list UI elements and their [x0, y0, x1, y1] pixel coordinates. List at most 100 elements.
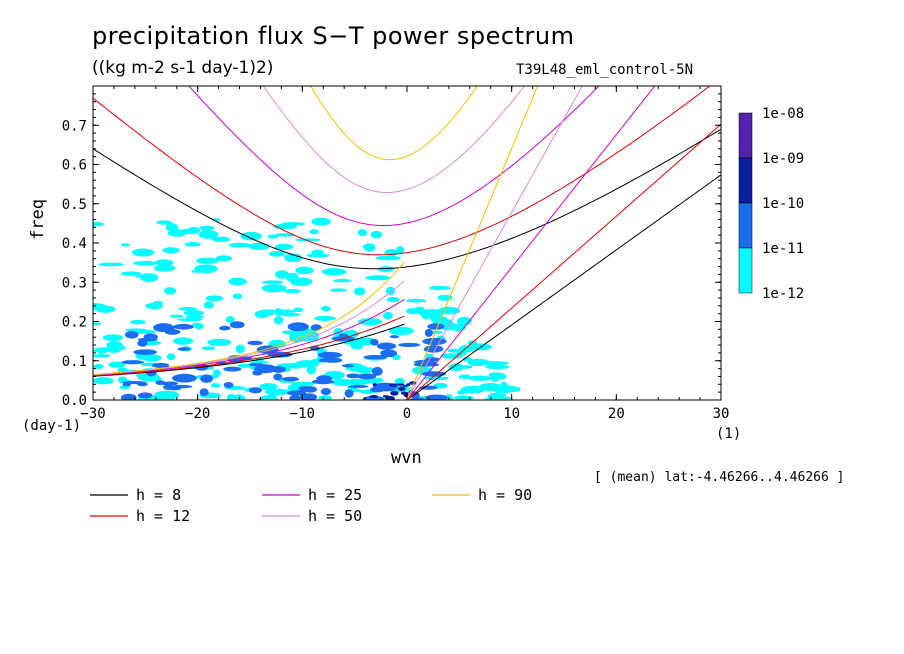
spectrum-blob: [200, 374, 213, 383]
spectrum-blob: [93, 354, 111, 358]
y-tick-label: 0.1: [62, 354, 87, 370]
spectrum-blob: [454, 395, 475, 400]
legend-entry: h = 12: [136, 507, 190, 525]
spectrum-blob: [299, 393, 318, 400]
x-tick-label: 0: [403, 406, 411, 422]
y-tick-label: 0.5: [62, 197, 87, 213]
spectrum-blob: [203, 301, 214, 309]
spectrum-blob: [311, 217, 331, 226]
spectrum-blob: [130, 319, 146, 325]
spectrum-blob: [219, 325, 231, 331]
spectrum-blob: [346, 373, 361, 379]
spectrum-blob: [495, 389, 506, 394]
spectrum-blob: [108, 361, 126, 368]
inertia-gravity-curve: [93, 128, 721, 270]
spectrum-blob: [196, 257, 219, 264]
spectrum-blob: [357, 373, 377, 380]
spectrum-blob: [211, 236, 231, 242]
spectrum-blob: [295, 266, 314, 275]
spectrum-blob: [133, 349, 158, 355]
run-label: T39L48_eml_control-5N: [516, 62, 694, 78]
spectrum-blob: [172, 373, 197, 383]
spectrum-blob: [375, 255, 402, 261]
spectrum-blob: [395, 383, 405, 386]
spectrum-blob: [330, 288, 347, 292]
inertia-gravity-curve: [310, 86, 478, 161]
chart-units: ((kg m-2 s-1 day-1)2): [92, 58, 274, 78]
spectrum-blob: [348, 380, 357, 385]
inertia-gravity-curve: [188, 86, 600, 226]
spectrum-blob: [479, 382, 501, 390]
spectrum-blob: [289, 394, 301, 400]
spectrum-blob: [223, 382, 234, 388]
spectrum-blob: [120, 393, 137, 400]
spectrum-blob: [93, 303, 107, 310]
spectrum-blob: [120, 243, 131, 247]
x-tick-label: −20: [185, 406, 210, 422]
inertia-gravity-curve: [93, 86, 711, 256]
axes: −30 −20 −10 0 10 20 30 0.0 0.1 0.2 0.3 0.4 0.5 0.6 0.7: [62, 86, 729, 422]
spectrum-blob: [232, 394, 246, 400]
spectrum-blob: [228, 242, 251, 248]
spectrum-blob: [424, 328, 433, 337]
spectrum-blob: [280, 312, 301, 317]
spectrum-blob: [280, 222, 306, 226]
spectrum-blob: [383, 311, 393, 320]
spectrum-blob: [362, 244, 375, 249]
spectrum-blob: [467, 358, 490, 366]
spectrum-blob: [275, 233, 296, 237]
spectrum-blob: [458, 365, 473, 369]
spectrum-blob: [98, 262, 124, 267]
spectrum-blob: [411, 391, 420, 399]
colorbar-swatch: [738, 247, 753, 294]
spectrum-blob: [93, 221, 105, 227]
spectrum-blob: [485, 364, 510, 370]
kelvin-curve: [406, 86, 583, 400]
spectrum-blob: [117, 376, 128, 384]
spectrum-blob: [369, 338, 379, 346]
spectrum-blob: [323, 358, 343, 363]
spectrum-blob: [261, 284, 287, 293]
kelvin-curve: [406, 86, 539, 400]
spectrum-blob: [153, 300, 164, 305]
spectrum-blob: [380, 349, 398, 358]
kelvin-curve: [406, 174, 721, 400]
colorbar-label: 1e-10: [762, 196, 804, 212]
spectrum-blob: [389, 335, 400, 339]
spectrum-blob: [423, 346, 441, 353]
spectrum-blob: [199, 388, 209, 397]
spectrum-blob: [145, 302, 164, 309]
spectrum-blob: [95, 347, 107, 354]
spectrum-blob: [283, 253, 303, 263]
spectrum-blob: [268, 251, 285, 257]
colorbar-label: 1e-12: [762, 286, 804, 302]
spectrum-blob: [212, 369, 221, 377]
spectrum-blob: [161, 381, 179, 386]
mixed-rossby-gravity-curve: [93, 261, 405, 376]
spectrum-blob: [141, 354, 162, 362]
spectrum-blob: [191, 269, 202, 273]
latitude-note: [ (mean) lat:-4.46266..4.46266 ]: [594, 470, 845, 485]
spectrum-blob: [388, 326, 414, 336]
colorbar: 1e-08 1e-09 1e-10 1e-11 1e-12: [738, 106, 804, 302]
spectrum-blob: [254, 364, 277, 374]
spectrum-blob: [178, 307, 198, 311]
spectrum-blob: [205, 295, 224, 302]
spectrum-blob: [318, 395, 333, 400]
spectrum-blob: [419, 309, 444, 318]
spectrum-blob: [273, 373, 283, 381]
spectrum-blob: [398, 342, 421, 348]
spectrum-blob: [419, 385, 438, 390]
spectrum-blob: [240, 231, 262, 241]
colorbar-swatch: [738, 157, 753, 204]
spectrum-blob: [162, 247, 180, 254]
y-tick-label: 0.4: [62, 236, 87, 252]
spectrum-blob: [314, 315, 336, 322]
spectrum-blob: [248, 242, 270, 250]
spectrum-blob: [468, 346, 479, 351]
spectrum-blob: [172, 337, 194, 345]
spectrum-blob: [371, 366, 383, 376]
spectrum-blob: [286, 390, 307, 396]
spectrum-blob: [156, 220, 173, 225]
spectrum-blob: [295, 360, 320, 368]
